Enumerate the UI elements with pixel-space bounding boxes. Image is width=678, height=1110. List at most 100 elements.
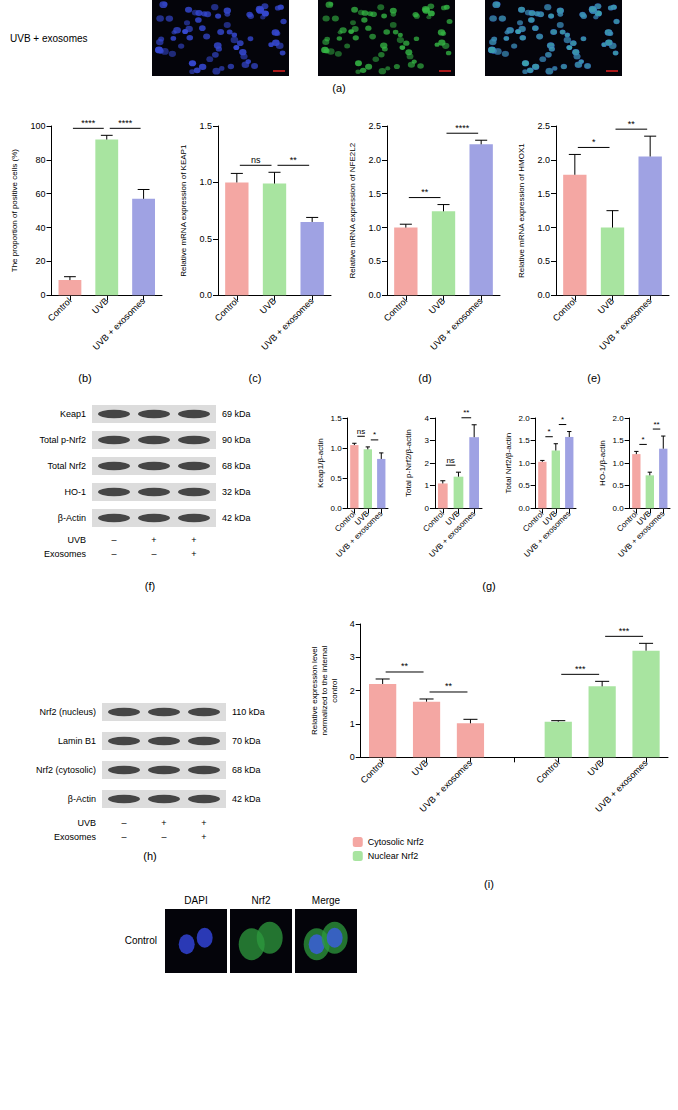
svg-text:****: **** xyxy=(455,123,470,133)
svg-text:1.0: 1.0 xyxy=(330,444,342,453)
svg-text:HO-1/β-actin: HO-1/β-actin xyxy=(598,440,607,486)
svg-text:normalized to the internal: normalized to the internal xyxy=(320,646,329,736)
svg-text:+: + xyxy=(201,818,206,828)
svg-text:(a): (a) xyxy=(332,82,345,94)
svg-text:Nrf2 (cytosolic): Nrf2 (cytosolic) xyxy=(36,765,96,775)
svg-text:**: ** xyxy=(653,420,659,429)
svg-text:1.5: 1.5 xyxy=(612,436,624,445)
svg-text:UVB: UVB xyxy=(596,296,616,316)
svg-text:70 kDa: 70 kDa xyxy=(232,736,261,746)
svg-text:Nrf2 (nucleus): Nrf2 (nucleus) xyxy=(39,707,96,717)
svg-text:42 kDa: 42 kDa xyxy=(232,794,261,804)
svg-text:68 kDa: 68 kDa xyxy=(222,461,251,471)
svg-text:100: 100 xyxy=(30,121,45,131)
svg-text:Nrf2: Nrf2 xyxy=(252,895,271,906)
svg-text:+: + xyxy=(191,535,196,545)
svg-text:32 kDa: 32 kDa xyxy=(222,487,251,497)
svg-text:UVB: UVB xyxy=(67,535,86,545)
svg-text:0.5: 0.5 xyxy=(330,474,342,483)
svg-text:Total Nrf2/β-actin: Total Nrf2/β-actin xyxy=(504,433,513,494)
svg-text:**: ** xyxy=(628,119,636,129)
svg-text:UVB: UVB xyxy=(90,296,110,316)
svg-text:(i): (i) xyxy=(484,878,494,890)
svg-text:(d): (d) xyxy=(418,372,431,384)
svg-text:Relative expression level: Relative expression level xyxy=(310,646,319,735)
svg-text:+: + xyxy=(151,535,156,545)
svg-text:0.0: 0.0 xyxy=(368,290,381,300)
svg-text:(h): (h) xyxy=(143,850,156,862)
svg-text:+: + xyxy=(191,549,196,559)
svg-text:–: – xyxy=(111,549,116,559)
svg-text:Relative mRNA expression of HM: Relative mRNA expression of HMOX1 xyxy=(517,143,526,278)
svg-text:0: 0 xyxy=(350,752,355,762)
svg-text:UVB: UVB xyxy=(427,296,447,316)
svg-text:0.5: 0.5 xyxy=(368,256,381,266)
svg-text:β-Actin: β-Actin xyxy=(68,794,96,804)
svg-text:–: – xyxy=(161,832,166,842)
svg-text:ns: ns xyxy=(251,155,261,165)
svg-text:Total Nrf2: Total Nrf2 xyxy=(47,461,86,471)
svg-text:UVB + exosomes: UVB + exosomes xyxy=(597,295,654,352)
svg-text:Merge: Merge xyxy=(312,895,341,906)
svg-text:*: * xyxy=(373,430,376,439)
svg-text:control: control xyxy=(330,678,339,702)
svg-text:2.5: 2.5 xyxy=(368,121,381,131)
svg-text:Total p-Nrf2: Total p-Nrf2 xyxy=(39,435,86,445)
svg-text:UVB + exosomes: UVB + exosomes xyxy=(418,757,475,814)
svg-text:0: 0 xyxy=(424,504,429,513)
svg-text:(c): (c) xyxy=(249,372,262,384)
svg-text:Control: Control xyxy=(551,296,579,324)
svg-text:Control: Control xyxy=(382,296,410,324)
svg-text:****: **** xyxy=(81,118,96,128)
svg-text:1.0: 1.0 xyxy=(537,223,550,233)
svg-text:2: 2 xyxy=(350,686,355,696)
svg-text:60: 60 xyxy=(36,189,46,199)
svg-text:2.0: 2.0 xyxy=(537,155,550,165)
svg-text:Relative mRNA expression of KE: Relative mRNA expression of KEAP1 xyxy=(179,144,188,277)
svg-text:90 kDa: 90 kDa xyxy=(222,435,251,445)
svg-text:+: + xyxy=(201,832,206,842)
svg-text:UVB: UVB xyxy=(410,758,430,778)
svg-text:3: 3 xyxy=(424,436,429,445)
svg-text:2.0: 2.0 xyxy=(612,414,624,423)
svg-text:****: **** xyxy=(118,118,133,128)
svg-text:Total p-Nrf2/β-actin: Total p-Nrf2/β-actin xyxy=(404,429,413,497)
svg-text:UVB: UVB xyxy=(77,818,96,828)
svg-text:1.5: 1.5 xyxy=(330,414,342,423)
svg-text:UVB + exosomes: UVB + exosomes xyxy=(428,295,485,352)
svg-text:–: – xyxy=(121,818,126,828)
svg-text:0.0: 0.0 xyxy=(518,504,530,513)
svg-text:ns: ns xyxy=(357,427,365,436)
svg-text:1.5: 1.5 xyxy=(199,121,212,131)
svg-text:20: 20 xyxy=(36,256,46,266)
svg-text:Cytosolic Nrf2: Cytosolic Nrf2 xyxy=(368,837,424,847)
svg-text:Keap1: Keap1 xyxy=(60,409,86,419)
svg-text:UVB + exosomes: UVB + exosomes xyxy=(593,757,650,814)
svg-text:–: – xyxy=(151,549,156,559)
svg-text:*: * xyxy=(642,435,645,444)
svg-text:**: ** xyxy=(401,661,409,671)
svg-text:0.0: 0.0 xyxy=(330,504,342,513)
svg-text:1.5: 1.5 xyxy=(537,189,550,199)
svg-text:80: 80 xyxy=(36,155,46,165)
svg-text:Control: Control xyxy=(125,935,157,946)
svg-text:1: 1 xyxy=(424,481,429,490)
svg-text:1.0: 1.0 xyxy=(199,177,212,187)
svg-text:1.5: 1.5 xyxy=(368,189,381,199)
svg-text:0.0: 0.0 xyxy=(537,290,550,300)
svg-text:2.5: 2.5 xyxy=(537,121,550,131)
svg-text:Control: Control xyxy=(421,509,446,534)
svg-text:UVB + exosomes: UVB + exosomes xyxy=(91,295,148,352)
svg-text:Control: Control xyxy=(213,296,241,324)
svg-text:Exosomes: Exosomes xyxy=(54,832,97,842)
svg-text:1.0: 1.0 xyxy=(368,223,381,233)
svg-text:69 kDa: 69 kDa xyxy=(222,409,251,419)
svg-text:–: – xyxy=(111,535,116,545)
svg-text:Control: Control xyxy=(534,758,562,786)
svg-text:Exosomes: Exosomes xyxy=(44,549,87,559)
svg-text:**: ** xyxy=(463,408,469,417)
svg-text:0.5: 0.5 xyxy=(537,256,550,266)
svg-text:UVB: UVB xyxy=(258,296,278,316)
svg-text:Control: Control xyxy=(359,758,387,786)
svg-text:4: 4 xyxy=(350,619,355,629)
